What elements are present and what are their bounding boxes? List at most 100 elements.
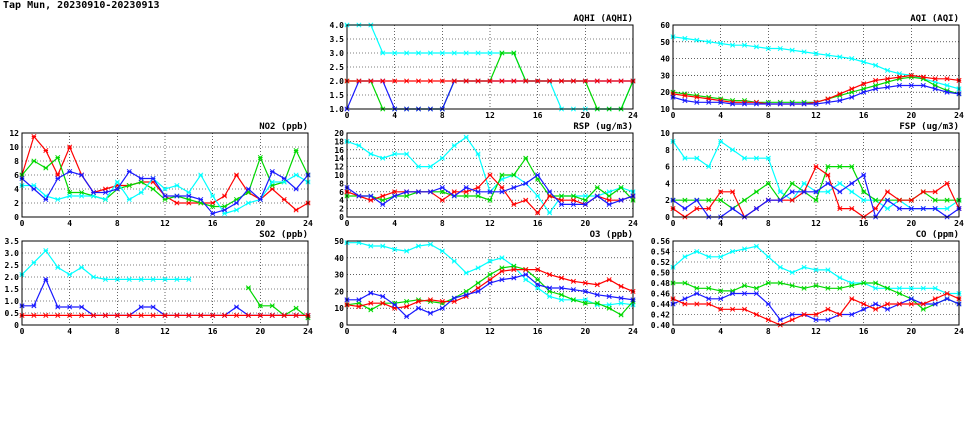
data-point [777,317,783,323]
x-tick-label: 4 [392,219,397,228]
data-point [753,44,759,50]
data-point [210,312,216,318]
data-point [582,78,588,84]
data-point [920,306,926,312]
data-point [186,193,192,199]
data-point [570,193,576,199]
data-point [547,189,553,195]
data-point [908,285,914,291]
data-point [789,197,795,203]
y-tick-label: 2 [339,205,344,214]
data-point [618,185,624,191]
data-point [730,206,736,212]
data-point [368,197,374,203]
data-point [606,277,612,283]
x-tick-label: 20 [907,327,917,336]
data-point [873,62,879,68]
data-point [765,180,771,186]
data-point [368,193,374,199]
data-point [126,196,132,203]
data-point [594,292,600,298]
data-point [463,134,469,140]
data-point [682,35,688,41]
y-tick-label: 2 [665,196,670,205]
x-tick-label: 4 [718,327,723,336]
data-point [570,78,576,84]
data-point [884,306,891,312]
data-point [368,151,374,157]
data-point [741,283,748,289]
data-point [43,196,49,203]
data-point [90,312,97,318]
data-point [475,78,481,84]
data-point [380,293,386,299]
data-point [233,207,240,213]
data-point [439,305,445,311]
data-point [356,303,362,310]
series-3 [344,267,636,311]
data-point [67,312,73,318]
data-point [682,280,688,286]
data-point [558,197,565,203]
data-point [392,246,398,252]
data-point [694,285,700,291]
data-point [825,52,831,58]
data-point [463,189,469,195]
y-tick-label: 14 [334,154,344,163]
data-point [392,151,398,157]
y-tick-label: 12 [9,129,19,138]
data-point [765,254,771,260]
data-point [706,254,712,260]
data-point [174,312,180,318]
data-point [475,265,481,271]
data-point [281,175,287,182]
chart-title: FSP (ug/m3) [899,122,959,132]
data-point [463,193,469,199]
data-point [694,248,700,255]
data-point [718,306,724,312]
data-point [31,303,37,309]
data-point [896,197,902,203]
data-point [162,186,168,192]
y-tick-label: 10 [9,143,19,152]
data-point [873,280,879,286]
data-point [126,312,132,318]
data-point [547,78,553,84]
x-tick-label: 12 [811,327,821,336]
data-point [753,206,759,212]
data-point [475,288,481,294]
data-point [114,276,120,282]
data-point [825,267,831,273]
x-tick-label: 16 [533,327,543,336]
data-point [618,197,624,203]
data-point [368,290,374,296]
data-point [535,267,541,273]
data-point [825,180,831,186]
data-point [570,278,576,284]
data-point [558,275,565,281]
data-point [487,258,493,264]
data-point [753,101,759,107]
data-point [356,143,362,149]
data-point [79,172,85,178]
x-tick-label: 4 [392,111,397,120]
data-point [706,285,712,291]
data-point [558,297,565,303]
data-point [245,200,251,206]
data-point [67,144,73,150]
y-tick-label: 10 [334,171,344,180]
data-point [138,312,144,318]
data-point [499,255,505,261]
data-point [837,311,843,318]
data-point [463,185,469,191]
data-point [825,172,831,178]
x-tick-label: 20 [907,219,917,228]
y-tick-label: 1.0 [330,105,345,114]
x-tick-label: 16 [859,111,869,120]
data-point [257,303,263,309]
x-tick-label: 8 [766,111,771,120]
data-point [404,50,410,56]
data-point [439,50,445,56]
data-point [535,193,541,199]
data-point [944,197,950,203]
